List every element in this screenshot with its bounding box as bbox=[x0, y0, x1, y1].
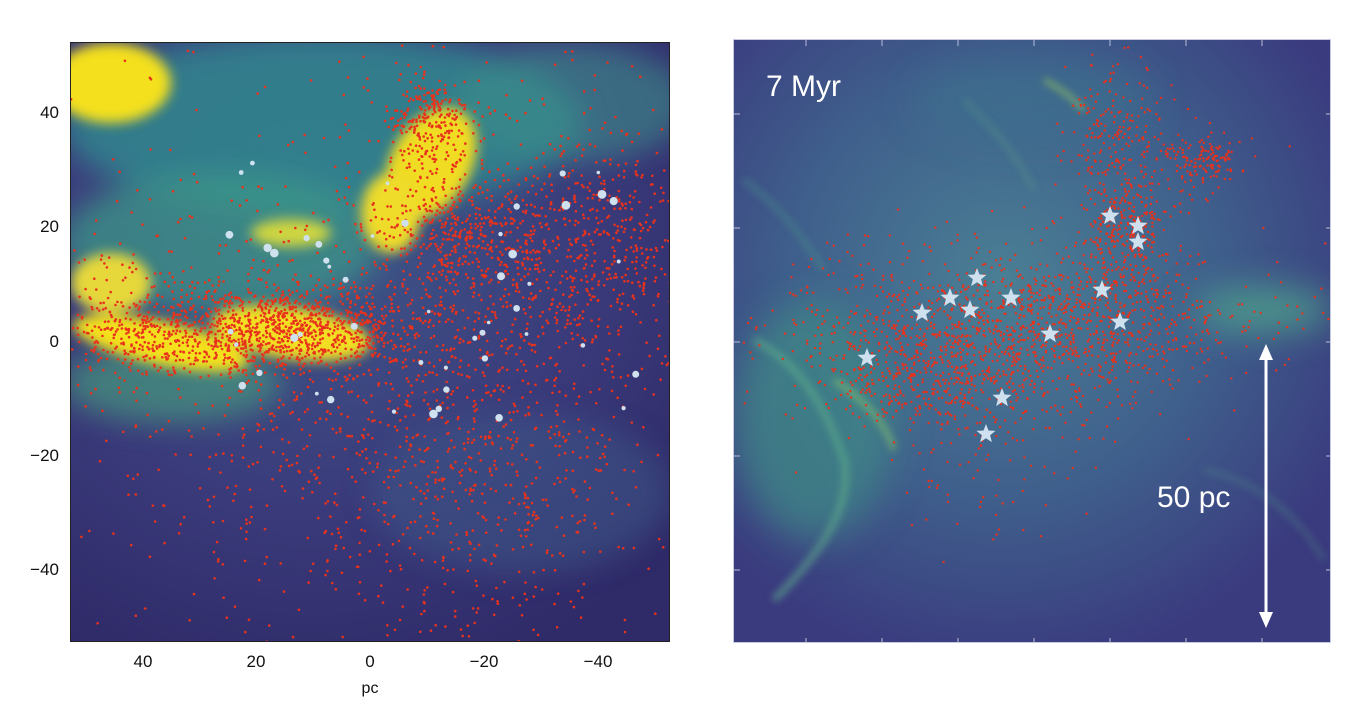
massive-star-marker bbox=[857, 348, 877, 367]
left-map-canvas bbox=[71, 43, 669, 641]
massive-star-marker bbox=[992, 388, 1012, 407]
massive-star-marker bbox=[1100, 206, 1120, 225]
gas-glow-layer bbox=[734, 60, 1330, 540]
right-map-canvas bbox=[734, 40, 1330, 642]
right-simulation-image bbox=[733, 39, 1331, 643]
y-tick-label: 20 bbox=[40, 217, 59, 236]
massive-star-marker bbox=[1128, 232, 1148, 251]
scale-bar-arrow bbox=[1259, 344, 1273, 628]
x-axis-label: pc bbox=[361, 680, 379, 697]
x-tick-label: −20 bbox=[469, 652, 499, 671]
massive-star-marker bbox=[960, 300, 980, 319]
gas-filaments-layer bbox=[742, 78, 1326, 603]
x-tick-label: 20 bbox=[246, 652, 266, 671]
massive-star-marker bbox=[1040, 324, 1060, 343]
y-tick-label: −20 bbox=[30, 446, 59, 465]
massive-star-marker bbox=[1001, 288, 1021, 307]
low-mass-stars-layer bbox=[742, 46, 1330, 564]
y-tick-label: −40 bbox=[30, 560, 59, 579]
massive-star-marker bbox=[976, 424, 996, 443]
massive-star-marker bbox=[1128, 216, 1148, 235]
massive-star-markers bbox=[857, 206, 1148, 443]
dense-gas-layer bbox=[71, 43, 477, 372]
massive-star-marker bbox=[912, 303, 932, 322]
massive-star-marker bbox=[1110, 312, 1130, 331]
massive-stars-layer bbox=[225, 160, 640, 422]
x-tick-label: 40 bbox=[133, 652, 153, 671]
left-simulation-map bbox=[70, 42, 670, 642]
massive-star-marker bbox=[967, 268, 987, 287]
massive-star-marker bbox=[940, 288, 960, 307]
scale-bar-label: 50 pc bbox=[1157, 481, 1231, 514]
frame-ticks bbox=[734, 40, 1330, 642]
y-tick-label: 40 bbox=[40, 103, 59, 122]
x-tick-label: −40 bbox=[583, 652, 613, 671]
x-tick-label: 0 bbox=[365, 652, 375, 671]
time-label: 7 Myr bbox=[766, 70, 841, 103]
y-tick-label: 0 bbox=[49, 332, 59, 351]
massive-star-marker bbox=[1092, 280, 1112, 299]
